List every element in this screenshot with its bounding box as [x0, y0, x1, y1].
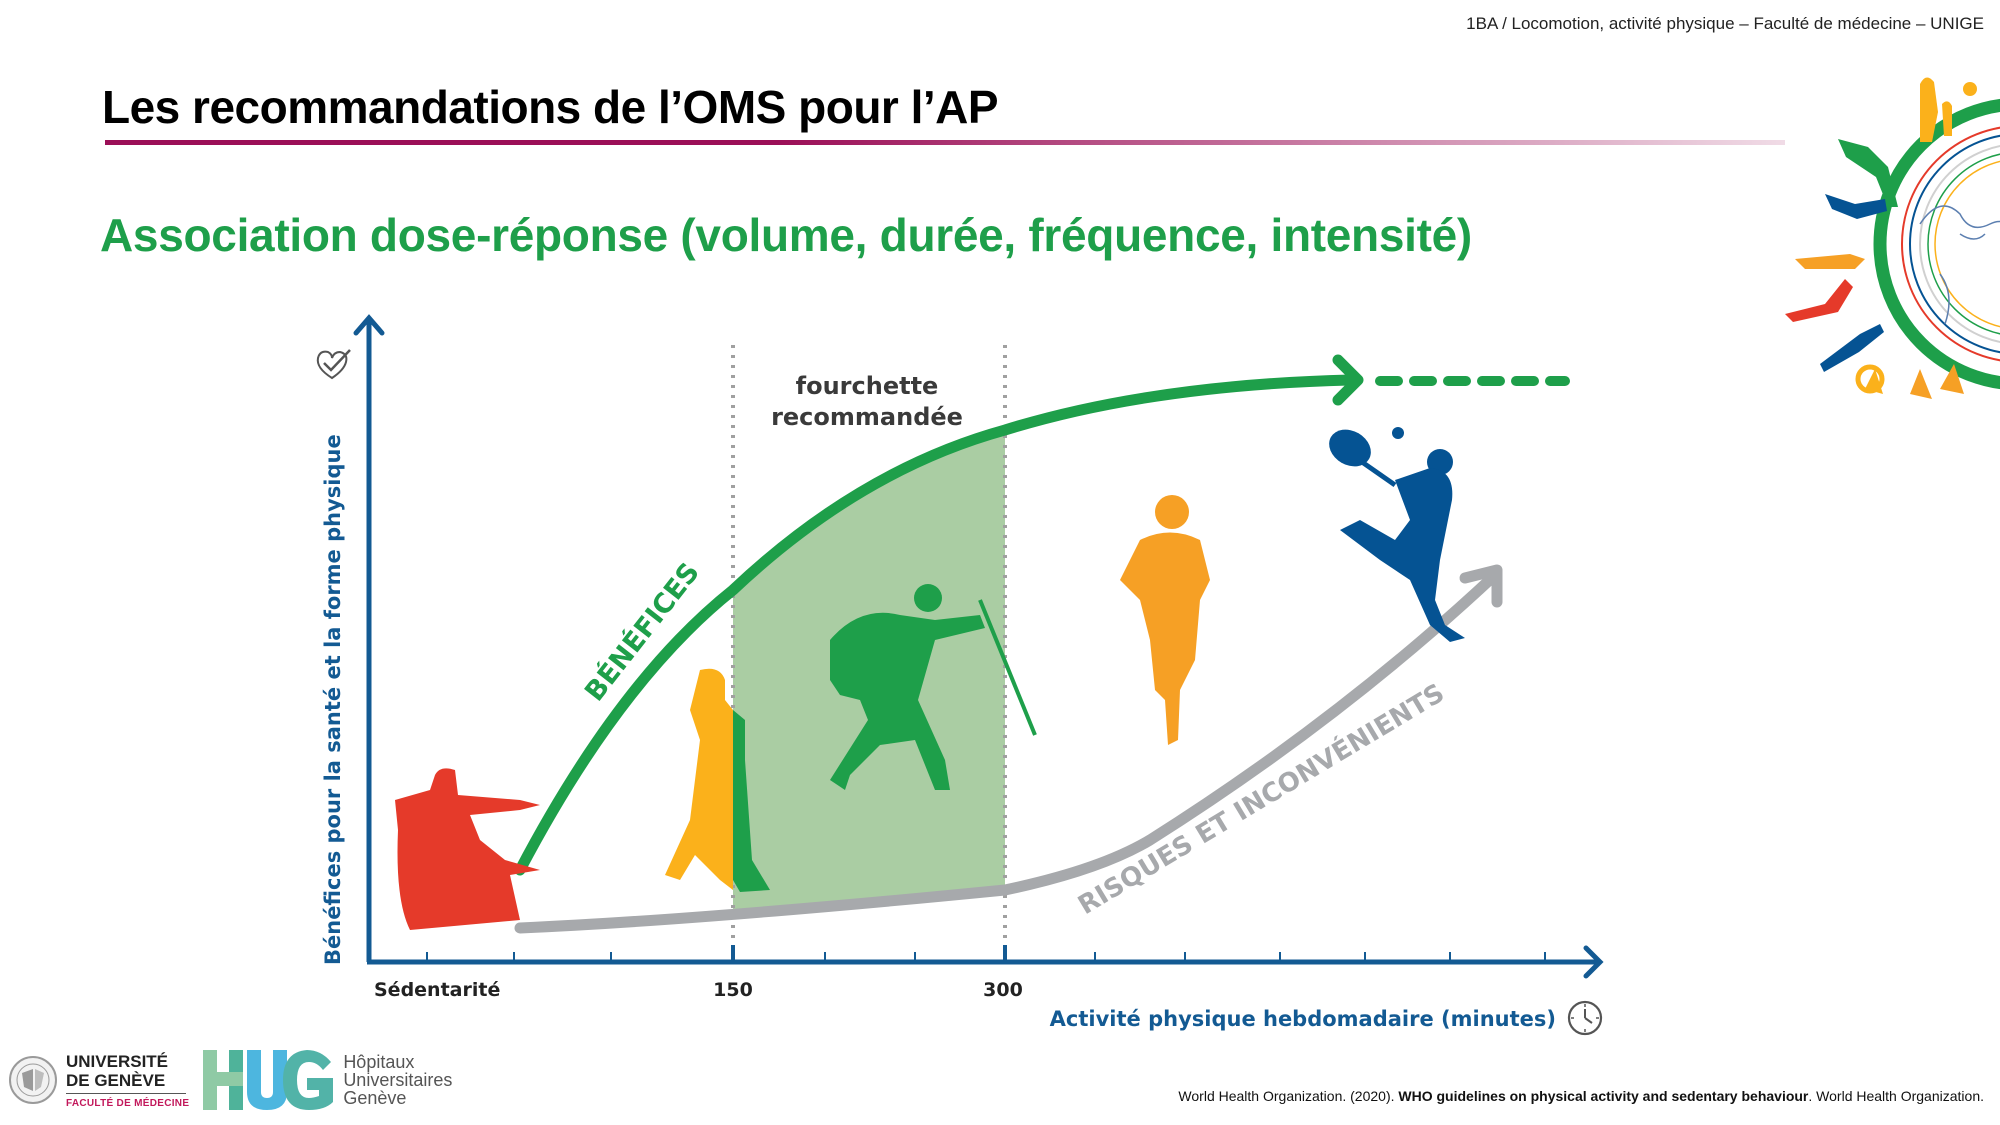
activity-globe-logo: [1785, 77, 2000, 399]
hug-letters-icon: [203, 1050, 334, 1110]
unige-name-line1: UNIVERSITÉ: [66, 1051, 169, 1071]
hug-logo: Hôpitaux Universitaires Genève: [203, 1048, 452, 1112]
runner-icon: [1120, 495, 1210, 745]
tick-label-300: 300: [983, 979, 1023, 1001]
slide-subtitle: Association dose-réponse (volume, durée,…: [100, 209, 1472, 261]
clock-icon: [1567, 1000, 1603, 1036]
reference-title: WHO guidelines on physical activity and …: [1398, 1088, 1809, 1104]
range-label-line1: fourchette: [796, 372, 939, 400]
benefits-arrowhead: [1332, 354, 1364, 406]
tennis-player-icon: [1329, 427, 1465, 642]
footer-logos: UNIVERSITÉ DE GENÈVE FACULTÉ DE MÉDECINE…: [8, 1045, 452, 1115]
reference-pre: World Health Organization. (2020).: [1178, 1088, 1399, 1104]
reference-citation: World Health Organization. (2020). WHO g…: [1178, 1088, 1984, 1104]
risks-label: RISQUES ET INCONVÉNIENTS: [1072, 677, 1450, 921]
hiker-icon: [830, 584, 1037, 790]
tick-label-sedentary: Sédentarité: [374, 979, 500, 1001]
risks-arrowhead: [1459, 564, 1503, 608]
x-axis-ticks: [426, 945, 1546, 962]
hug-name-line3: Genève: [343, 1088, 407, 1108]
hug-name-line1: Hôpitaux: [343, 1052, 415, 1072]
y-axis-label: Bénéfices pour la santé et la forme phys…: [321, 434, 345, 965]
x-axis-label: Activité physique hebdomadaire (minutes): [1050, 1007, 1556, 1031]
silhouette-figures-icon: [1785, 77, 1977, 399]
walking-person-icon: [665, 668, 770, 892]
tick-label-150: 150: [713, 979, 753, 1001]
hug-name-line2: Universitaires: [343, 1070, 453, 1090]
unige-name-line2: DE GENÈVE: [66, 1070, 166, 1090]
slide-title: Les recommandations de l’OMS pour l’AP: [102, 81, 999, 133]
title-underline: [105, 140, 1785, 145]
sedentary-person-icon: [395, 768, 540, 930]
benefits-curve: [514, 374, 1356, 876]
risks-curve: [514, 569, 1501, 934]
reference-post: . World Health Organization.: [1808, 1088, 1984, 1104]
unige-seal-icon: [9, 1056, 57, 1104]
course-line: 1BA / Locomotion, activité physique – Fa…: [1466, 14, 1984, 33]
unige-faculty: FACULTÉ DE MÉDECINE: [66, 1097, 190, 1109]
range-label-line2: recommandée: [771, 403, 963, 431]
unige-logo: UNIVERSITÉ DE GENÈVE FACULTÉ DE MÉDECINE: [8, 1052, 189, 1109]
heart-check-icon: [316, 349, 351, 380]
